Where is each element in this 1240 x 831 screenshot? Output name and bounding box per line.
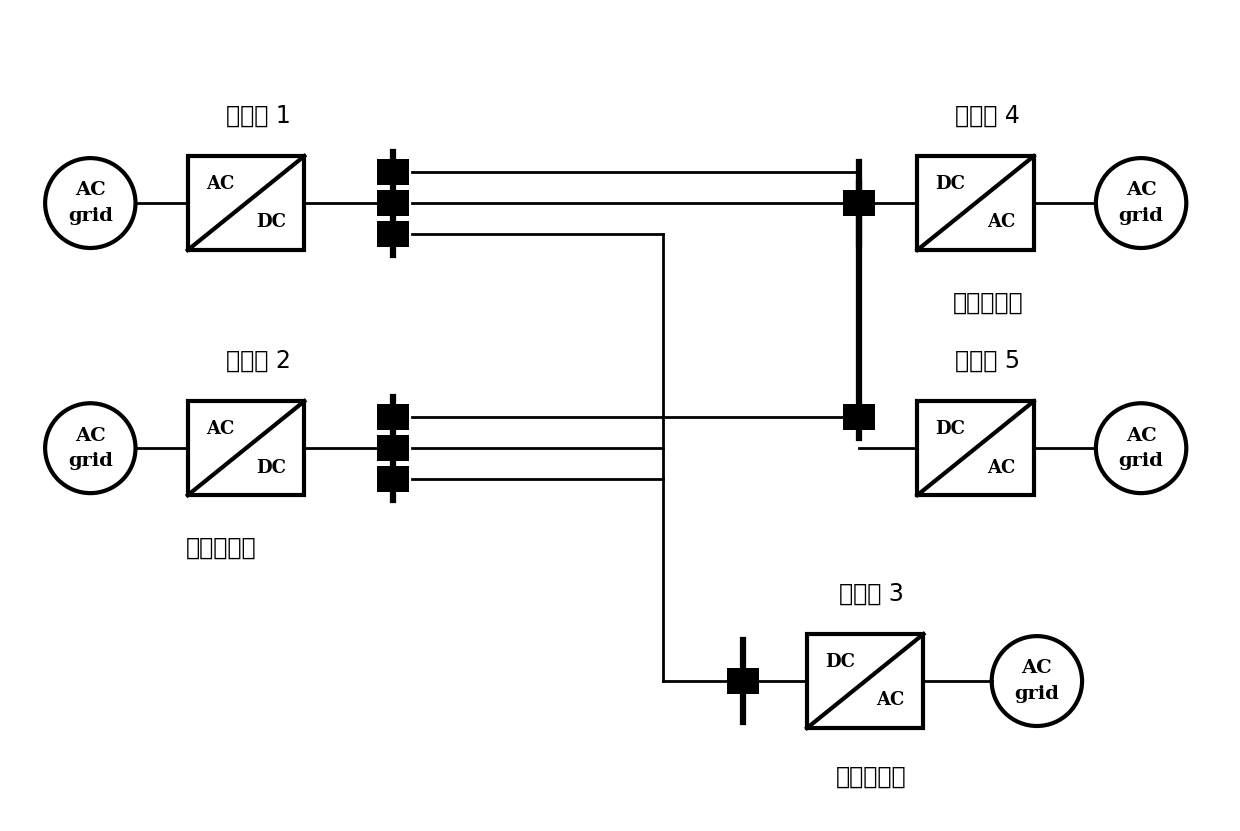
- Bar: [187, 401, 304, 495]
- Bar: [843, 190, 875, 216]
- Text: AC: AC: [1022, 660, 1053, 677]
- Bar: [843, 404, 875, 430]
- Text: 控有功功率: 控有功功率: [836, 765, 906, 789]
- Bar: [727, 668, 759, 694]
- Text: DC: DC: [825, 652, 854, 671]
- Text: AC: AC: [74, 426, 105, 445]
- Text: AC: AC: [1126, 426, 1157, 445]
- Bar: [187, 156, 304, 250]
- Text: AC: AC: [987, 214, 1016, 232]
- Text: AC: AC: [206, 175, 234, 193]
- Text: AC: AC: [1126, 181, 1157, 199]
- Text: grid: grid: [68, 207, 113, 224]
- Text: 换流站 4: 换流站 4: [955, 104, 1021, 127]
- Text: 换流站 3: 换流站 3: [839, 582, 904, 606]
- Text: 换流站 2: 换流站 2: [226, 348, 290, 372]
- Bar: [918, 401, 1034, 495]
- Bar: [377, 159, 409, 185]
- Bar: [377, 221, 409, 247]
- Text: DC: DC: [257, 459, 286, 477]
- Bar: [843, 190, 875, 216]
- Bar: [807, 634, 924, 728]
- Text: AC: AC: [206, 420, 234, 438]
- Text: DC: DC: [935, 420, 965, 438]
- Text: AC: AC: [987, 459, 1016, 477]
- Text: 控有功功率: 控有功功率: [952, 291, 1023, 315]
- Text: 换流站 5: 换流站 5: [955, 348, 1021, 372]
- Bar: [377, 466, 409, 492]
- Text: grid: grid: [1118, 452, 1163, 470]
- Text: DC: DC: [257, 214, 286, 232]
- Text: AC: AC: [877, 691, 905, 710]
- Text: grid: grid: [68, 452, 113, 470]
- Text: AC: AC: [74, 181, 105, 199]
- Text: 换流站 1: 换流站 1: [226, 104, 290, 127]
- Text: 控直流电压: 控直流电压: [186, 536, 257, 560]
- Bar: [377, 435, 409, 461]
- Text: grid: grid: [1014, 685, 1059, 703]
- Text: grid: grid: [1118, 207, 1163, 224]
- Bar: [377, 190, 409, 216]
- Text: DC: DC: [935, 175, 965, 193]
- Bar: [377, 404, 409, 430]
- Bar: [918, 156, 1034, 250]
